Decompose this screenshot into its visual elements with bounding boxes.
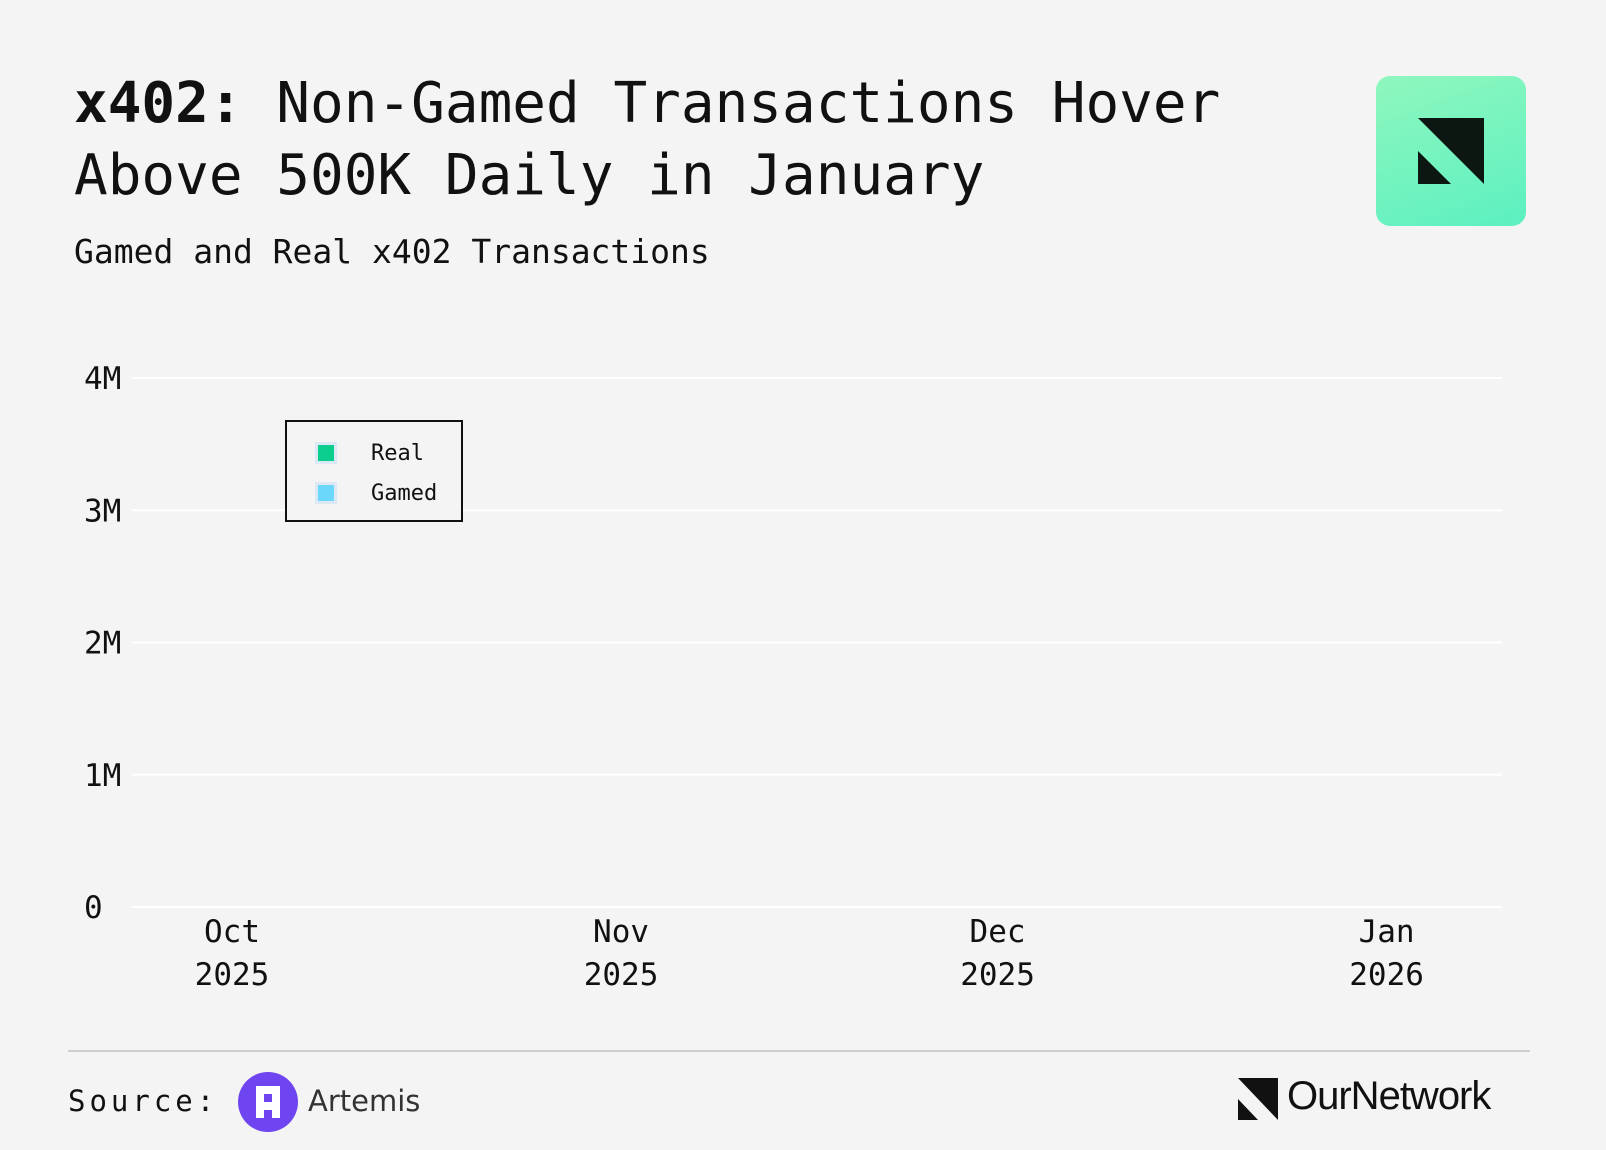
y-tick-label: 3M	[84, 493, 121, 529]
chart-legend: Real Gamed	[285, 420, 463, 522]
chart-subtitle: Gamed and Real x402 Transactions	[74, 232, 710, 271]
ournetwork-logo-icon	[1238, 1078, 1278, 1120]
ournetwork-brand-icon	[1376, 76, 1526, 226]
x-tick-month: Jan	[1359, 914, 1415, 950]
x-tick-year: 2026	[1349, 957, 1424, 993]
x-tick-year: 2025	[960, 957, 1035, 993]
legend-label-real: Real	[371, 440, 424, 466]
y-tick-label: 4M	[84, 361, 121, 397]
brand-name: OurNetwork	[1287, 1074, 1491, 1118]
page-title: x402: Non-Gamed Transactions Hover Above…	[74, 68, 1314, 212]
x-tick-month: Oct	[204, 914, 260, 950]
legend-swatch-real	[315, 442, 337, 464]
legend-swatch-gamed	[315, 482, 337, 504]
y-tick-label: 0	[84, 890, 103, 926]
x-tick-year: 2025	[195, 957, 270, 993]
stacked-bar-chart: 0 1M 2M 3M 4M Oct 2025 Nov 2025 Dec 2025 Jan 2026	[84, 361, 1502, 993]
legend-item-gamed: Gamed	[315, 478, 437, 508]
title-bold: x402:	[74, 71, 243, 136]
x-tick-month: Nov	[593, 914, 649, 950]
artemis-logo-icon	[238, 1072, 298, 1132]
x-tick-month: Dec	[970, 914, 1026, 950]
x-tick-year: 2025	[584, 957, 659, 993]
y-tick-label: 1M	[84, 758, 121, 794]
footer-divider	[68, 1050, 1530, 1052]
source-label: Source:	[68, 1084, 219, 1118]
source-name: Artemis	[308, 1084, 421, 1118]
legend-label-gamed: Gamed	[371, 480, 438, 506]
legend-item-real: Real	[315, 438, 424, 468]
title-rest: Non-Gamed Transactions Hover Above 500K …	[74, 71, 1221, 208]
y-tick-label: 2M	[84, 626, 121, 662]
